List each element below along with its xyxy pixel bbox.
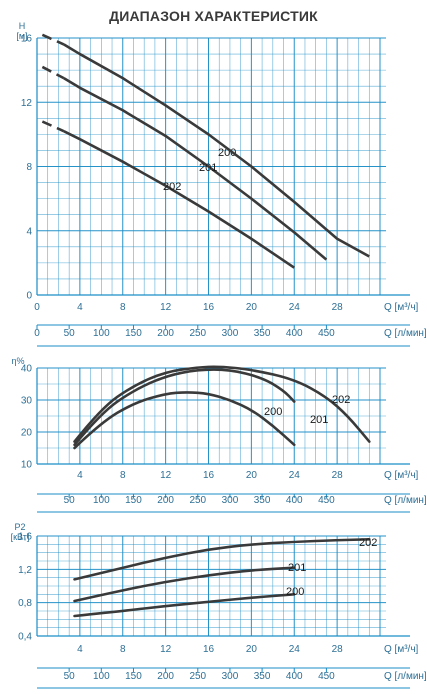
y-axis-label: H — [19, 21, 26, 31]
series-200-line — [73, 391, 296, 450]
x-tick-label-q: 24 — [289, 302, 301, 313]
y-axis-unit: [кВт] — [11, 532, 30, 542]
x-tick-label-l: 350 — [254, 328, 271, 339]
x-tick-label-q: 28 — [332, 302, 344, 313]
series-label-202: 202 — [359, 537, 377, 549]
series-label-201: 201 — [310, 414, 328, 426]
x-axis-unit-l: Q [л/мин] — [384, 328, 427, 339]
series-202-dashed — [41, 33, 65, 46]
x-tick-label-l: 0 — [34, 328, 40, 339]
series-200-line — [73, 593, 296, 618]
series-201-line — [73, 566, 296, 603]
x-tick-label-l: 100 — [93, 495, 110, 506]
y-tick-label: 1,2 — [18, 565, 32, 576]
x-axis-unit-q: Q [м³/ч] — [384, 302, 419, 313]
x-tick-label-l: 250 — [189, 495, 206, 506]
x-tick-label-q: 20 — [246, 470, 258, 481]
y-tick-label: 0,8 — [18, 598, 32, 609]
series-202-line — [73, 538, 371, 581]
x-tick-label-l: 250 — [189, 328, 206, 339]
x-tick-label-q: 12 — [160, 644, 172, 655]
y-tick-label: 10 — [21, 460, 33, 471]
x-tick-label-l: 50 — [64, 671, 76, 682]
x-tick-label-q: 16 — [203, 470, 215, 481]
x-tick-label-l: 150 — [125, 328, 142, 339]
series-201-line — [73, 368, 296, 447]
x-tick-label-q: 28 — [332, 644, 344, 655]
x-tick-label-l: 450 — [318, 328, 335, 339]
y-axis-label: η% — [11, 356, 24, 366]
x-axis-unit-q: Q [м³/ч] — [384, 470, 419, 481]
y-axis-unit: [м] — [16, 31, 27, 41]
x-tick-label-q: 4 — [77, 302, 83, 313]
x-tick-label-l: 350 — [254, 671, 271, 682]
x-tick-label-l: 100 — [93, 671, 110, 682]
series-label-201: 201 — [288, 562, 306, 574]
x-tick-label-l: 250 — [189, 671, 206, 682]
x-tick-label-l: 300 — [222, 328, 239, 339]
x-tick-label-q: 20 — [246, 302, 258, 313]
x-tick-label-q: 16 — [203, 644, 215, 655]
x-tick-label-l: 100 — [93, 328, 110, 339]
series-200-dashed — [41, 120, 65, 133]
series-202-line — [73, 365, 371, 443]
x-tick-label-q: 4 — [77, 644, 83, 655]
y-tick-label: 40 — [21, 364, 33, 375]
x-tick-label-l: 400 — [286, 495, 303, 506]
x-tick-label-l: 450 — [318, 671, 335, 682]
x-tick-label-l: 300 — [222, 671, 239, 682]
y-tick-label: 30 — [21, 396, 33, 407]
x-tick-label-l: 400 — [286, 328, 303, 339]
x-tick-label-l: 200 — [157, 328, 174, 339]
series-200-line — [63, 129, 295, 269]
x-axis-unit-q: Q [м³/ч] — [384, 644, 419, 655]
y-tick-label: 20 — [21, 428, 33, 439]
series-label-201: 201 — [199, 162, 217, 174]
x-tick-label-l: 200 — [157, 495, 174, 506]
series-label-200: 200 — [218, 147, 236, 159]
x-tick-label-l: 200 — [157, 671, 174, 682]
y-tick-label: 16 — [21, 34, 33, 45]
x-tick-label-l: 150 — [125, 495, 142, 506]
series-label-200: 200 — [286, 586, 304, 598]
x-axis-unit-l: Q [л/мин] — [384, 671, 427, 682]
x-tick-label-q: 20 — [246, 644, 258, 655]
y-tick-label: 8 — [26, 162, 32, 173]
x-tick-label-q: 4 — [77, 470, 83, 481]
series-201-line — [63, 77, 328, 261]
series-label-200: 200 — [264, 406, 282, 418]
x-tick-label-l: 300 — [222, 495, 239, 506]
x-tick-label-l: 150 — [125, 671, 142, 682]
x-tick-label-l: 400 — [286, 671, 303, 682]
page-title: ДИАПАЗОН ХАРАКТЕРИСТИК — [109, 8, 318, 24]
series-label-202: 202 — [332, 394, 350, 406]
x-tick-label-l: 350 — [254, 495, 271, 506]
x-tick-label-l: 50 — [64, 328, 76, 339]
x-tick-label-q: 8 — [120, 644, 126, 655]
x-tick-label-q: 8 — [120, 302, 126, 313]
series-201-dashed — [41, 65, 65, 80]
x-axis-unit-l: Q [л/мин] — [384, 495, 427, 506]
x-tick-label-q: 24 — [289, 644, 301, 655]
x-tick-label-q: 28 — [332, 470, 344, 481]
x-tick-label-q: 24 — [289, 470, 301, 481]
x-tick-label-q: 12 — [160, 470, 172, 481]
y-tick-label: 0,4 — [18, 632, 32, 643]
x-tick-label-q: 12 — [160, 302, 172, 313]
x-tick-label-l: 50 — [64, 495, 76, 506]
x-tick-label-q: 16 — [203, 302, 215, 313]
y-axis-label: P2 — [14, 522, 25, 532]
x-tick-label-q: 0 — [34, 302, 40, 313]
y-tick-label: 4 — [26, 226, 32, 237]
x-tick-label-l: 450 — [318, 495, 335, 506]
y-tick-label: 12 — [21, 98, 33, 109]
series-label-202: 202 — [163, 181, 181, 193]
series-202-line — [63, 43, 370, 258]
y-tick-label: 0 — [26, 291, 32, 302]
y-tick-label: 1,6 — [18, 532, 32, 543]
x-tick-label-q: 8 — [120, 470, 126, 481]
